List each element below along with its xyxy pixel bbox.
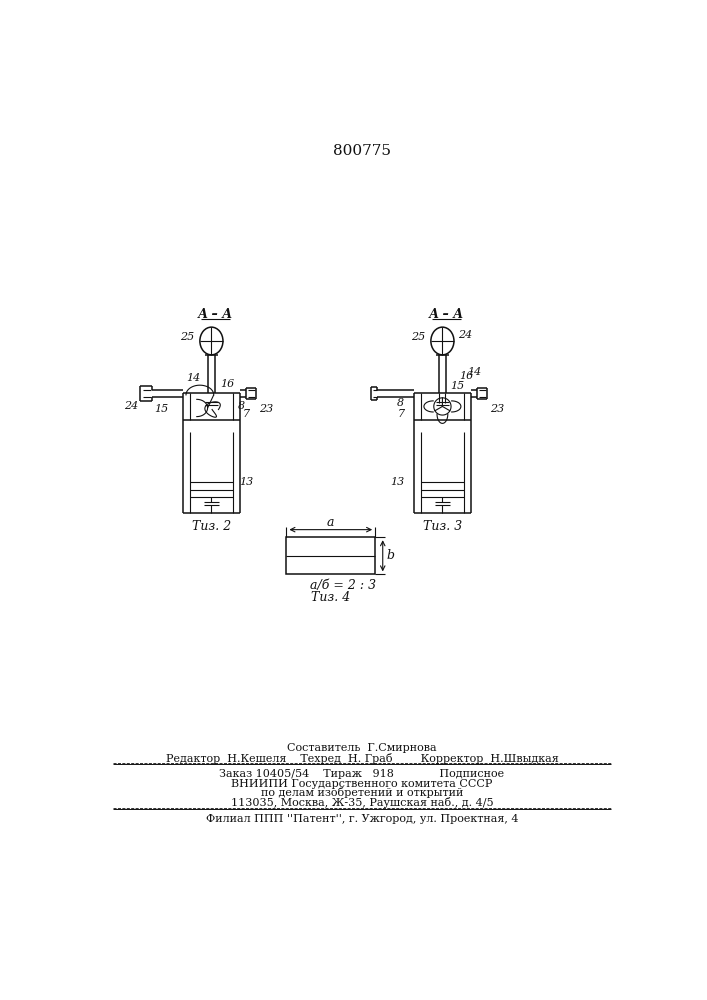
Text: 113035, Москва, Ж-35, Раушская наб., д. 4/5: 113035, Москва, Ж-35, Раушская наб., д. … xyxy=(230,797,493,808)
Text: 15: 15 xyxy=(450,381,464,391)
Text: 8: 8 xyxy=(238,401,245,411)
Text: b: b xyxy=(387,549,395,562)
Text: по делам изобретений и открытий: по делам изобретений и открытий xyxy=(261,787,463,798)
Text: 14: 14 xyxy=(467,367,481,377)
Text: 25: 25 xyxy=(180,332,194,342)
Text: 23: 23 xyxy=(259,404,274,414)
Text: 25: 25 xyxy=(411,332,426,342)
Text: 13: 13 xyxy=(240,477,254,487)
Text: Заказ 10405/54    Тираж   918             Подписное: Заказ 10405/54 Тираж 918 Подписное xyxy=(219,769,505,779)
Text: А – А: А – А xyxy=(198,308,233,321)
Text: ВНИИПИ Государственного комитета СССР: ВНИИПИ Государственного комитета СССР xyxy=(231,779,493,789)
Text: 16: 16 xyxy=(460,371,474,381)
Text: 8: 8 xyxy=(397,398,404,408)
Text: Τиз. 3: Τиз. 3 xyxy=(423,520,462,533)
Text: 16: 16 xyxy=(221,379,235,389)
Text: 15: 15 xyxy=(154,404,168,414)
Text: а/б = 2 : 3: а/б = 2 : 3 xyxy=(310,579,375,592)
Text: 23: 23 xyxy=(491,404,505,414)
Bar xyxy=(286,537,375,574)
Text: 7: 7 xyxy=(397,409,404,419)
Text: А – А: А – А xyxy=(428,308,464,321)
Text: Составитель  Г.Смирнова: Составитель Г.Смирнова xyxy=(287,743,437,753)
Text: 7: 7 xyxy=(243,409,250,419)
Text: 13: 13 xyxy=(390,477,404,487)
Text: 24: 24 xyxy=(458,330,472,340)
Text: 24: 24 xyxy=(124,401,138,411)
Text: Τиз. 2: Τиз. 2 xyxy=(192,520,231,533)
Text: 14: 14 xyxy=(187,373,201,383)
Text: Τиз. 4: Τиз. 4 xyxy=(311,591,351,604)
Text: 800775: 800775 xyxy=(333,144,391,158)
Text: а: а xyxy=(327,516,334,529)
Text: Филиал ППП ''Патент'', г. Ужгород, ул. Проектная, 4: Филиал ППП ''Патент'', г. Ужгород, ул. П… xyxy=(206,814,518,824)
Text: Редактор  Н.Кешеля    Техред  Н. Граб        Корректор  Н.Швыдкая: Редактор Н.Кешеля Техред Н. Граб Коррект… xyxy=(165,753,559,764)
